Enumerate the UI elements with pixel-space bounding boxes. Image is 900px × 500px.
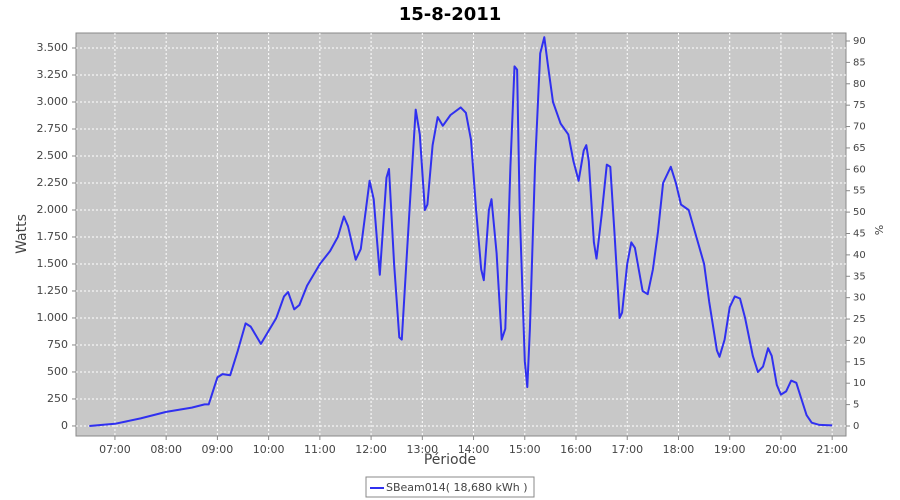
- y2-tick-label: 70: [853, 122, 866, 133]
- y2-tick-label: 45: [853, 228, 866, 239]
- y2-tick-label: 40: [853, 250, 866, 261]
- x-tick-label: 12:00: [355, 443, 387, 456]
- x-tick-label: 21:00: [816, 443, 848, 456]
- y-tick-label: 500: [47, 365, 68, 378]
- x-tick-label: 16:00: [560, 443, 592, 456]
- y2-tick-label: 5: [853, 400, 859, 411]
- series-line: [89, 36, 833, 427]
- y2-axis-label: %: [873, 225, 886, 235]
- y2-tick-label: 90: [853, 36, 866, 47]
- y2-tick-label: 75: [853, 100, 866, 111]
- y-axis-label: Watts: [14, 214, 30, 254]
- y2-tick-label: 60: [853, 164, 866, 175]
- y-tick-label: 2.500: [37, 149, 69, 162]
- y2-tick-label: 55: [853, 186, 866, 197]
- x-tick-label: 10:00: [253, 443, 285, 456]
- legend: [365, 476, 535, 498]
- y2-tick-label: 50: [853, 207, 866, 218]
- x-tick-label: 15:00: [509, 443, 541, 456]
- x-tick-label: 20:00: [765, 443, 797, 456]
- y2-tick-label: 10: [853, 378, 866, 389]
- y2-tick-label: 20: [853, 335, 866, 346]
- y-tick-label: 250: [47, 392, 68, 405]
- y-tick-label: 2.250: [37, 176, 69, 189]
- y2-tick-label: 65: [853, 143, 866, 154]
- y-tick-label: 2.000: [37, 203, 69, 216]
- x-tick-label: 18:00: [663, 443, 695, 456]
- x-axis-label: Période: [424, 452, 476, 468]
- legend-label: SBeam014( 18,680 kWh ): [386, 481, 528, 494]
- y-tick-label: 750: [47, 338, 68, 351]
- y2-tick-label: 0: [853, 421, 859, 432]
- x-tick-label: 17:00: [611, 443, 643, 456]
- y2-tick-label: 35: [853, 271, 866, 282]
- y-tick-label: 2.750: [37, 122, 69, 135]
- x-tick-label: 11:00: [304, 443, 336, 456]
- y-tick-label: 1.500: [37, 257, 69, 270]
- x-tick-label: 13:00: [406, 443, 438, 456]
- y-tick-label: 3.500: [37, 41, 69, 54]
- y-tick-label: 0: [61, 419, 68, 432]
- y-tick-label: 3.250: [37, 68, 69, 81]
- y-tick-label: 1.000: [37, 311, 69, 324]
- y2-tick-label: 25: [853, 314, 866, 325]
- y-tick-label: 1.250: [37, 284, 69, 297]
- y2-tick-label: 80: [853, 79, 866, 90]
- y2-tick-label: 15: [853, 357, 866, 368]
- plot-area: [75, 32, 847, 437]
- y2-tick-label: 30: [853, 293, 866, 304]
- x-tick-label: 19:00: [714, 443, 746, 456]
- chart-title: 15-8-2011: [399, 4, 502, 25]
- y-tick-label: 1.750: [37, 230, 69, 243]
- x-tick-label: 14:00: [458, 443, 490, 456]
- y2-tick-label: 85: [853, 57, 866, 68]
- x-tick-label: 07:00: [99, 443, 131, 456]
- y-tick-label: 3.000: [37, 95, 69, 108]
- x-tick-label: 09:00: [202, 443, 234, 456]
- x-tick-label: 08:00: [150, 443, 182, 456]
